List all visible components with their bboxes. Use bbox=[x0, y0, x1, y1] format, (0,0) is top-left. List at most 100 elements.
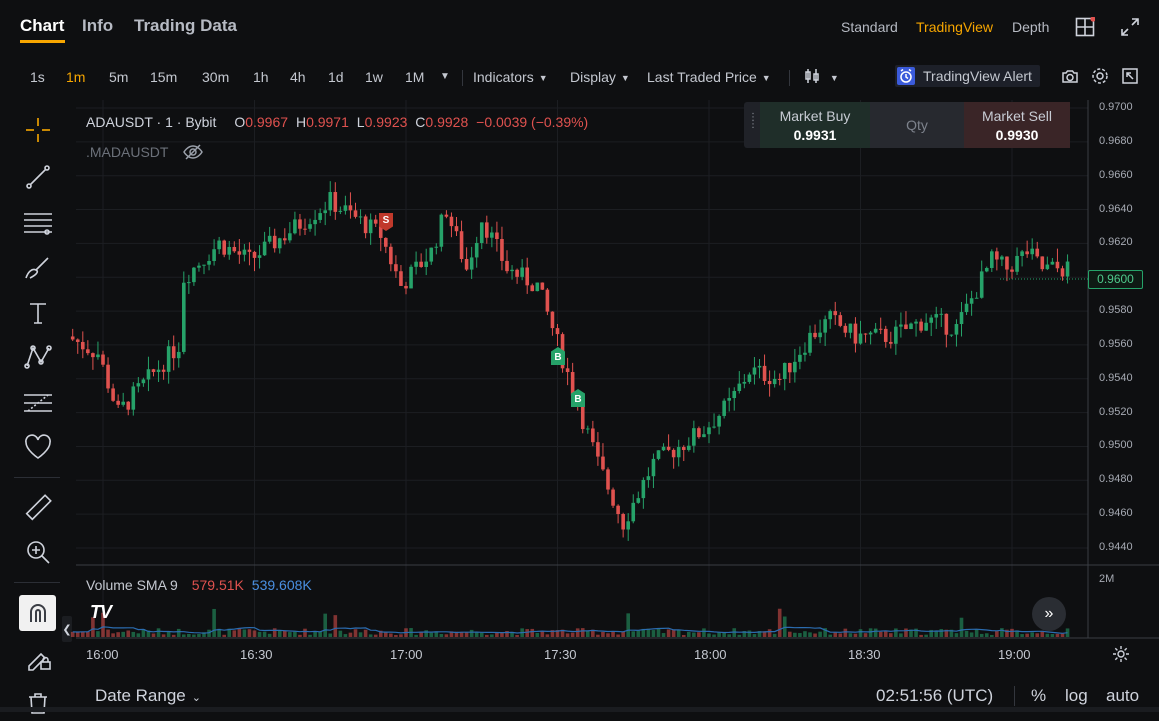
volume-bar bbox=[914, 628, 918, 637]
sidebar-collapse-handle[interactable]: ❮ bbox=[62, 616, 72, 642]
text-tool-icon[interactable] bbox=[18, 295, 58, 331]
trend-line-icon[interactable] bbox=[18, 159, 58, 195]
volume-bar bbox=[303, 628, 307, 637]
candle-body bbox=[237, 251, 242, 255]
candle-body bbox=[974, 297, 979, 299]
volume-bar bbox=[762, 631, 767, 637]
log-scale-toggle[interactable]: log bbox=[1065, 686, 1088, 705]
timeframe-dropdown-icon[interactable]: ▼ bbox=[440, 71, 450, 82]
timeframe-1s[interactable]: 1s bbox=[30, 69, 45, 85]
sell-marker[interactable]: S bbox=[379, 213, 393, 231]
volume-bar bbox=[288, 632, 292, 637]
crosshair-icon[interactable] bbox=[18, 112, 58, 148]
volume-bar bbox=[601, 631, 605, 637]
auto-scale-toggle[interactable]: auto bbox=[1106, 686, 1140, 705]
qty-input[interactable]: Qty bbox=[870, 102, 964, 148]
trash-icon[interactable] bbox=[18, 685, 58, 721]
candle-body bbox=[853, 323, 858, 344]
timeframe-1M[interactable]: 1M bbox=[405, 69, 425, 85]
scroll-to-realtime-button[interactable]: » bbox=[1032, 597, 1066, 631]
candle-body bbox=[353, 210, 358, 217]
candle-body bbox=[419, 261, 423, 267]
zoom-in-icon[interactable] bbox=[18, 534, 58, 570]
volume-bar bbox=[828, 634, 832, 637]
candle-body bbox=[843, 325, 848, 333]
candle-body bbox=[1065, 261, 1070, 277]
price-type-button[interactable]: Last Traded Price ▼ bbox=[647, 69, 771, 85]
symbol-label[interactable]: ADAUSDT · 1 · Bybit bbox=[86, 114, 217, 130]
brush-icon[interactable] bbox=[18, 250, 58, 286]
market-buy-button[interactable]: Market Buy 0.9931 bbox=[760, 102, 870, 148]
bottom-scroll-track[interactable] bbox=[0, 707, 1159, 712]
magnet-mode-icon[interactable] bbox=[19, 595, 56, 631]
favorites-heart-icon[interactable] bbox=[18, 429, 58, 465]
volume-bar bbox=[348, 632, 353, 637]
time-axis-settings-icon[interactable] bbox=[1112, 645, 1130, 663]
ruler-measure-icon[interactable] bbox=[18, 490, 58, 526]
candle-body bbox=[192, 267, 196, 283]
candle-body bbox=[606, 469, 610, 490]
tab-trading-data[interactable]: Trading Data bbox=[134, 16, 237, 35]
candle-body bbox=[621, 514, 625, 530]
timeframe-5m[interactable]: 5m bbox=[109, 69, 129, 85]
pattern-tool-icon[interactable] bbox=[18, 339, 58, 375]
drag-handle-icon[interactable]: ⋮ ⋮ bbox=[748, 112, 758, 130]
settings-gear-icon[interactable] bbox=[1091, 67, 1109, 88]
volume-bar bbox=[353, 629, 358, 637]
volume-sma-line bbox=[72, 626, 1068, 634]
volume-bar bbox=[742, 631, 747, 637]
volume-bar bbox=[101, 612, 105, 637]
fib-retracement-icon[interactable] bbox=[18, 385, 58, 421]
candle-body bbox=[1025, 251, 1029, 255]
percent-scale-toggle[interactable]: % bbox=[1031, 686, 1047, 705]
indicators-button[interactable]: Indicators ▼ bbox=[473, 69, 548, 85]
volume-bar bbox=[217, 628, 221, 637]
horizontal-lines-icon[interactable] bbox=[18, 204, 58, 240]
timeframe-1h[interactable]: 1h bbox=[253, 69, 269, 85]
volume-bar bbox=[247, 629, 252, 637]
view-standard[interactable]: Standard bbox=[841, 19, 898, 35]
candle-body bbox=[656, 450, 661, 459]
timeframe-1w[interactable]: 1w bbox=[365, 69, 383, 85]
date-range-button[interactable]: Date Range ⌄ bbox=[95, 686, 201, 706]
timeframe-1m[interactable]: 1m bbox=[66, 69, 86, 85]
buy-marker[interactable]: B bbox=[571, 389, 585, 407]
candle-body bbox=[303, 228, 307, 230]
timeframe-1d[interactable]: 1d bbox=[328, 69, 344, 85]
view-depth[interactable]: Depth bbox=[1012, 19, 1050, 35]
market-sell-button[interactable]: Market Sell 0.9930 bbox=[964, 102, 1070, 148]
volume-bar bbox=[545, 634, 550, 637]
camera-icon[interactable] bbox=[1061, 67, 1079, 88]
volume-bar bbox=[166, 631, 171, 637]
view-tradingview[interactable]: TradingView bbox=[916, 19, 994, 35]
timeframe-30m[interactable]: 30m bbox=[202, 69, 230, 85]
tab-info[interactable]: Info bbox=[82, 16, 114, 35]
fullscreen-icon[interactable] bbox=[1120, 17, 1140, 37]
lock-drawings-icon[interactable] bbox=[18, 640, 58, 676]
volume-bar bbox=[757, 631, 762, 637]
timeframe-15m[interactable]: 15m bbox=[150, 69, 178, 85]
chart-type-button[interactable]: ▼ bbox=[803, 67, 839, 88]
candle-body bbox=[712, 426, 716, 428]
candle-body bbox=[283, 238, 287, 241]
visibility-hidden-icon[interactable] bbox=[182, 143, 204, 164]
price-tick-label: 0.9640 bbox=[1099, 202, 1133, 215]
layout-grid-icon[interactable] bbox=[1075, 16, 1096, 37]
candle-body bbox=[232, 246, 237, 252]
volume-bar bbox=[227, 628, 232, 637]
buy-marker[interactable]: B bbox=[551, 347, 565, 365]
active-tab-underline bbox=[20, 40, 65, 43]
candle-body bbox=[409, 266, 413, 289]
price-type-label: Last Traded Price bbox=[647, 69, 757, 85]
expand-chart-icon[interactable] bbox=[1121, 67, 1139, 88]
utc-clock[interactable]: 02:51:56 (UTC) bbox=[876, 686, 994, 705]
price-chart[interactable] bbox=[0, 0, 1159, 680]
volume-bar bbox=[378, 630, 383, 637]
display-button[interactable]: Display ▼ bbox=[570, 69, 630, 85]
volume-bar bbox=[161, 634, 166, 637]
timeframe-4h[interactable]: 4h bbox=[290, 69, 306, 85]
tab-chart[interactable]: Chart bbox=[20, 16, 65, 35]
mark-price-legend: .MADAUSDT bbox=[86, 143, 204, 164]
tradingview-alert-button[interactable]: TradingView Alert bbox=[895, 65, 1040, 87]
volume-bar bbox=[934, 630, 939, 637]
